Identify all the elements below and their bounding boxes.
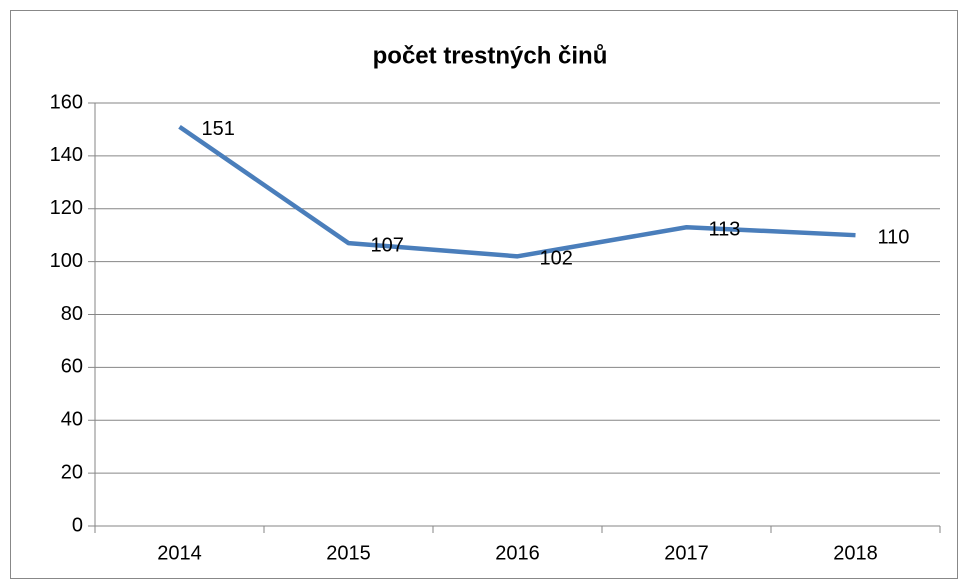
y-tick-label: 60 bbox=[61, 356, 83, 378]
data-label: 113 bbox=[709, 219, 741, 241]
data-label: 102 bbox=[540, 248, 573, 270]
data-label: 151 bbox=[202, 118, 235, 140]
y-tick-label: 80 bbox=[61, 303, 83, 325]
y-tick-label: 40 bbox=[61, 409, 83, 431]
y-tick-label: 120 bbox=[50, 197, 83, 219]
y-tick-label: 160 bbox=[50, 91, 83, 113]
y-tick-label: 20 bbox=[61, 461, 83, 483]
x-tick-label: 2018 bbox=[833, 542, 878, 564]
y-tick-label: 100 bbox=[50, 250, 83, 272]
data-label: 107 bbox=[371, 234, 404, 256]
x-tick-label: 2016 bbox=[495, 542, 540, 564]
data-label: 110 bbox=[878, 226, 910, 248]
y-tick-label: 140 bbox=[50, 144, 83, 166]
x-tick-label: 2017 bbox=[664, 542, 709, 564]
chart-border bbox=[10, 10, 958, 579]
line-series bbox=[178, 124, 856, 259]
chart-title: počet trestných činů bbox=[373, 42, 608, 69]
x-tick-label: 2015 bbox=[326, 542, 371, 564]
y-tick-label: 0 bbox=[72, 514, 83, 536]
x-tick-label: 2014 bbox=[157, 542, 202, 564]
